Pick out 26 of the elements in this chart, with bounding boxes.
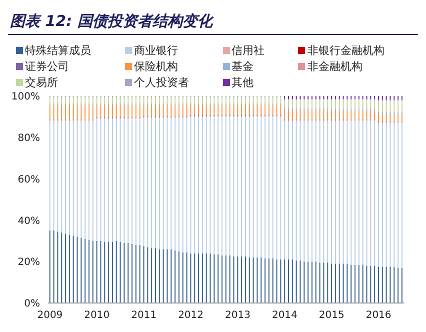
y-tick-label: 40%	[18, 216, 40, 227]
x-tick-label: 2013	[225, 310, 250, 322]
x-tick-label: 2016	[366, 310, 392, 322]
chart-title: 图表 12: 国债投资者结构变化	[8, 8, 418, 35]
legend-label: 特殊结算成员	[25, 43, 91, 58]
legend-label: 信用社	[232, 43, 264, 58]
legend-label: 非银行金融机构	[307, 43, 384, 58]
y-tick-label: 60%	[18, 174, 40, 186]
y-tick-label: 80%	[18, 132, 40, 144]
legend-label: 证券公司	[25, 59, 69, 74]
y-tick-label: 20%	[18, 257, 40, 268]
y-tick-label: 0%	[24, 298, 40, 310]
legend-label: 基金	[232, 59, 254, 74]
y-tick-label: 100%	[11, 92, 40, 103]
x-tick-label: 2010	[84, 310, 110, 322]
legend-label: 其他	[232, 75, 254, 90]
x-tick-label: 2014	[272, 310, 298, 322]
x-tick-label: 2009	[37, 310, 63, 322]
x-tick-label: 2011	[131, 310, 157, 322]
legend-label: 非金融机构	[307, 59, 362, 74]
legend-label: 商业银行	[134, 43, 178, 58]
legend-label: 个人投资者	[134, 75, 189, 90]
legend-label: 交易所	[25, 75, 58, 90]
legend-label: 保险机构	[134, 59, 178, 74]
x-tick-label: 2015	[318, 310, 344, 322]
x-tick-label: 2012	[178, 310, 204, 322]
